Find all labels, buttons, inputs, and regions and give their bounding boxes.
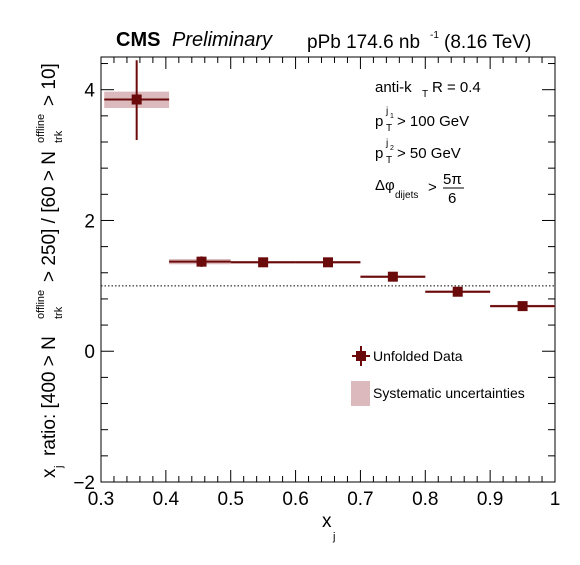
lumi-prefix: pPb 174.6 nb xyxy=(307,32,420,53)
data-point xyxy=(452,286,463,297)
pt2-supsub: 2 xyxy=(390,145,394,152)
y-axis-a: x xyxy=(39,468,60,478)
x-tick-label: 0.9 xyxy=(477,489,503,510)
y-axis-label: x j ratio: [400 > N offline trk > 250] /… xyxy=(35,63,65,478)
pt1-supsub: 1 xyxy=(390,113,394,120)
data-point xyxy=(323,257,333,268)
data-point xyxy=(387,271,398,282)
pt2-sub: T xyxy=(386,155,392,166)
x-tick-label: 0.3 xyxy=(88,489,114,510)
y-axis-b-sup: offline xyxy=(35,290,47,319)
algo-main: anti-k xyxy=(375,79,412,96)
energy-label: (8.16 TeV) xyxy=(444,32,531,53)
data-point xyxy=(196,256,207,267)
y-tick-label: −2 xyxy=(73,473,95,494)
plot-frame xyxy=(100,56,556,483)
data-point xyxy=(258,257,269,268)
pt1-p: p xyxy=(375,113,383,130)
pt1-sup: j xyxy=(385,106,388,117)
x-tick-label: 1 xyxy=(550,489,561,510)
dphi-gt: > xyxy=(428,179,437,196)
x-axis-main: x xyxy=(322,511,332,532)
pt2-annotation: p j 2 T > 50 GeV xyxy=(375,138,461,166)
y-axis-d: > 10] xyxy=(39,63,60,106)
status-label: Preliminary xyxy=(172,29,273,51)
y-tick-label: 4 xyxy=(84,81,95,102)
y-tick-label: 2 xyxy=(84,211,95,232)
y-axis-c: > 250] / [60 > N xyxy=(39,151,60,282)
pt1-annotation: p j 1 T > 100 GeV xyxy=(375,106,469,134)
x-tick-label: 0.6 xyxy=(282,489,308,510)
data-point xyxy=(517,301,528,312)
y-tick-label: 0 xyxy=(84,342,95,363)
dphi-annotation: Δφ dijets > 5π 6 xyxy=(375,171,464,207)
dphi-main: Δφ xyxy=(375,177,395,194)
legend: Unfolded Data Systematic uncertainties xyxy=(351,346,525,406)
y-axis-b: ratio: [400 > N xyxy=(39,336,60,456)
algo-annotation: anti-k T R = 0.4 xyxy=(375,79,481,100)
y-axis-a-sub: j xyxy=(53,466,65,469)
algo-rest: R = 0.4 xyxy=(432,79,481,96)
y-axis-c-sup: offline xyxy=(35,114,47,143)
pt2-sup: j xyxy=(385,138,388,149)
legend-entry-data: Unfolded Data xyxy=(373,348,463,364)
lumi-label: pPb 174.6 nb -1 (8.16 TeV) xyxy=(307,30,531,53)
data-points xyxy=(104,60,555,312)
pt1-rest: > 100 GeV xyxy=(397,113,469,130)
systematic-bands xyxy=(104,91,555,308)
pt2-p: p xyxy=(375,145,383,162)
dphi-sub: dijets xyxy=(395,190,418,201)
legend-syst-swatch xyxy=(351,381,370,406)
pt2-rest: > 50 GeV xyxy=(397,145,461,162)
x-axis-label: x j xyxy=(322,511,335,543)
y-axis-b-sub: trk xyxy=(53,306,65,319)
x-tick-label: 0.8 xyxy=(412,489,438,510)
dphi-numerator: 5π xyxy=(443,171,462,188)
legend-entry-syst: Systematic uncertainties xyxy=(373,385,525,401)
data-point xyxy=(131,94,142,105)
axis-ticks: 0.3 0.4 0.5 0.6 0.7 0.8 0.9 1 −2 0 2 4 xyxy=(73,57,560,510)
x-tick-label: 0.5 xyxy=(218,489,244,510)
experiment-label: CMS xyxy=(116,29,160,51)
x-tick-label: 0.4 xyxy=(153,489,180,510)
lumi-exponent: -1 xyxy=(430,30,439,41)
algo-sub: T xyxy=(422,89,428,100)
dphi-denominator: 6 xyxy=(448,190,456,207)
x-axis-sub: j xyxy=(332,531,335,543)
x-tick-label: 0.7 xyxy=(347,489,373,510)
y-axis-c-sub: trk xyxy=(53,130,65,143)
legend-data-marker xyxy=(352,346,370,366)
pt1-sub: T xyxy=(386,123,392,134)
